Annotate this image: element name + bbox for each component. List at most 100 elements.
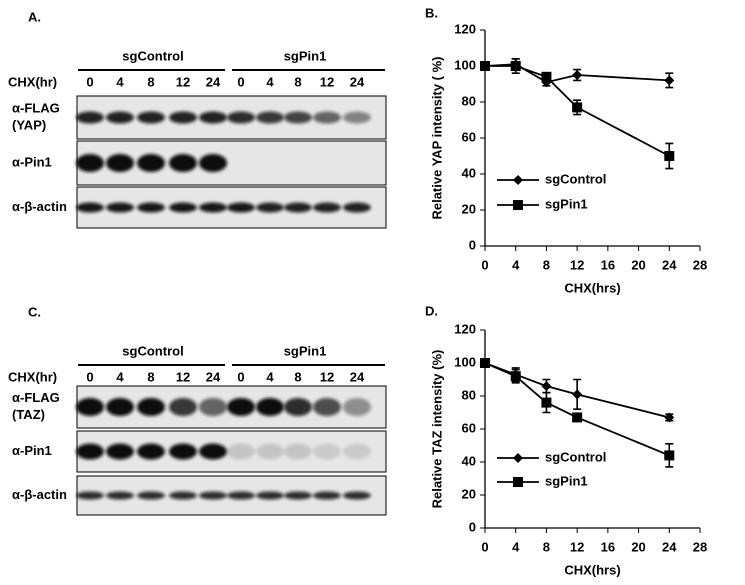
y-tick-label: 20: [462, 201, 476, 216]
group-label: sgControl: [122, 343, 183, 358]
blot-band: [284, 398, 312, 416]
blot-band: [343, 398, 371, 416]
lane-label: 24: [350, 74, 365, 89]
lane-label: 0: [86, 74, 93, 89]
blot-band: [137, 111, 165, 124]
marker: [513, 175, 523, 185]
legend-label: sgPin1: [545, 473, 588, 488]
x-tick-label: 28: [693, 539, 707, 554]
marker: [480, 358, 490, 368]
blot-band: [199, 491, 227, 500]
group-label: sgPin1: [284, 48, 327, 63]
blot-band: [284, 202, 312, 213]
blot-band: [137, 491, 165, 500]
blot-band: [137, 443, 165, 460]
legend-label: sgControl: [545, 171, 606, 186]
x-tick-label: 0: [481, 257, 488, 272]
y-axis-label: Relative YAP intensity ( %): [429, 56, 444, 219]
blot-band: [313, 398, 341, 416]
row-label: α-Pin1: [12, 443, 52, 458]
y-tick-label: 60: [462, 129, 476, 144]
marker: [480, 61, 490, 71]
legend-label: sgControl: [545, 449, 606, 464]
blot-band: [106, 111, 134, 124]
x-tick-label: 4: [512, 257, 520, 272]
marker: [664, 75, 675, 86]
x-tick-label: 12: [570, 539, 584, 554]
group-label: sgControl: [122, 48, 183, 63]
lane-label: 8: [147, 74, 154, 89]
y-tick-label: 0: [469, 519, 476, 534]
x-tick-label: 12: [570, 257, 584, 272]
lane-label: 0: [237, 369, 244, 384]
marker: [664, 151, 675, 161]
blot-band: [106, 443, 134, 460]
x-tick-label: 20: [631, 257, 645, 272]
blot-band: [227, 111, 255, 124]
blot-band: [343, 111, 371, 124]
row-label: α-FLAG: [12, 100, 60, 115]
blot-band: [199, 202, 227, 213]
y-tick-label: 40: [462, 453, 476, 468]
x-tick-label: 4: [512, 539, 520, 554]
blot-band: [169, 398, 197, 416]
marker: [513, 200, 523, 210]
lane-label: 12: [176, 74, 190, 89]
blot-band: [106, 154, 134, 172]
marker: [572, 412, 583, 423]
lane-header: CHX(hr): [8, 369, 57, 384]
x-tick-label: 8: [543, 539, 550, 554]
blot-band: [76, 398, 104, 416]
marker: [572, 102, 583, 113]
blot-band: [169, 491, 197, 500]
lane-label: 24: [206, 369, 221, 384]
blot-band: [256, 202, 284, 213]
blot-band: [199, 398, 227, 416]
y-tick-label: 120: [454, 321, 476, 336]
lane-label: 0: [86, 369, 93, 384]
lane-label: 4: [266, 74, 274, 89]
blot-band: [169, 443, 197, 460]
row-label: α-Pin1: [12, 154, 52, 169]
blot-band: [313, 491, 341, 500]
x-tick-label: 16: [601, 257, 615, 272]
blot-band: [106, 398, 134, 416]
lane-label: 0: [237, 74, 244, 89]
blot-band: [313, 111, 341, 124]
marker: [541, 397, 552, 408]
panel-label: C.: [28, 304, 41, 319]
lane-label: 24: [350, 369, 365, 384]
lane-header: CHX(hr): [8, 74, 57, 89]
blot-band: [227, 398, 255, 416]
panel-label: B.: [425, 5, 438, 20]
lane-label: 12: [176, 369, 190, 384]
marker: [513, 453, 523, 463]
x-tick-label: 16: [601, 539, 615, 554]
lane-label: 24: [206, 74, 221, 89]
blot-band: [137, 398, 165, 416]
blot-band: [199, 154, 227, 172]
lane-label: 4: [116, 74, 124, 89]
blot-band: [343, 491, 371, 500]
blot-band: [256, 111, 284, 124]
blot-band: [199, 443, 227, 460]
lane-label: 8: [294, 369, 301, 384]
marker: [541, 71, 552, 82]
row-label: (TAZ): [12, 407, 45, 422]
y-tick-label: 0: [469, 237, 476, 252]
x-axis-label: CHX(hrs): [564, 280, 620, 295]
y-tick-label: 80: [462, 93, 476, 108]
blot-band: [76, 154, 104, 172]
row-label: α-β-actin: [12, 199, 67, 214]
legend-label: sgPin1: [545, 196, 588, 211]
x-axis-label: CHX(hrs): [564, 562, 620, 577]
blot-band: [343, 443, 371, 460]
marker: [510, 61, 521, 71]
y-tick-label: 120: [454, 21, 476, 36]
blot-band: [284, 111, 312, 124]
blot-band: [137, 154, 165, 172]
x-tick-label: 0: [481, 539, 488, 554]
lane-label: 12: [320, 369, 334, 384]
marker: [572, 389, 583, 400]
